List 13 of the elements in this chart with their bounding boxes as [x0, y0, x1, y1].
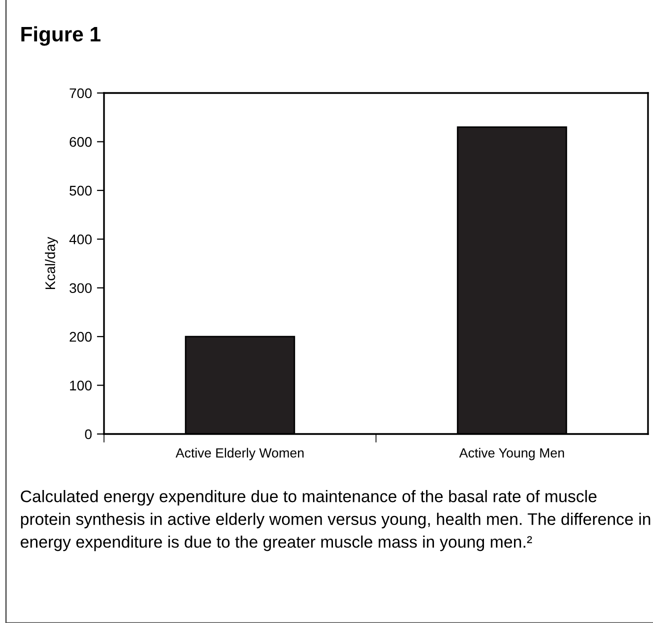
y-tick-label: 600 [70, 137, 92, 147]
y-axis-title: Kcal/day [44, 236, 58, 289]
y-tick-label: 300 [70, 283, 92, 294]
x-tick-label: Active Young Men [459, 448, 564, 460]
x-tick-label: Active Elderly Women [176, 448, 304, 460]
y-tick-label: 700 [70, 88, 92, 98]
text: Calculated energy expenditure due to maintenance of the basal rate of muscle protein synthesis in active elderly women versus young, health men. The difference in energy expenditure is due to the greater muscle mass in young men.² [20, 490, 650, 552]
chart-title: Figure 1 [21, 26, 100, 46]
y-tick-label: 400 [69, 234, 92, 244]
y-tick-label: 200 [70, 332, 92, 342]
y-tick-label: 0 [85, 429, 92, 440]
y-tick-label: 500 [70, 186, 92, 196]
y-tick-label: 100 [70, 380, 92, 390]
